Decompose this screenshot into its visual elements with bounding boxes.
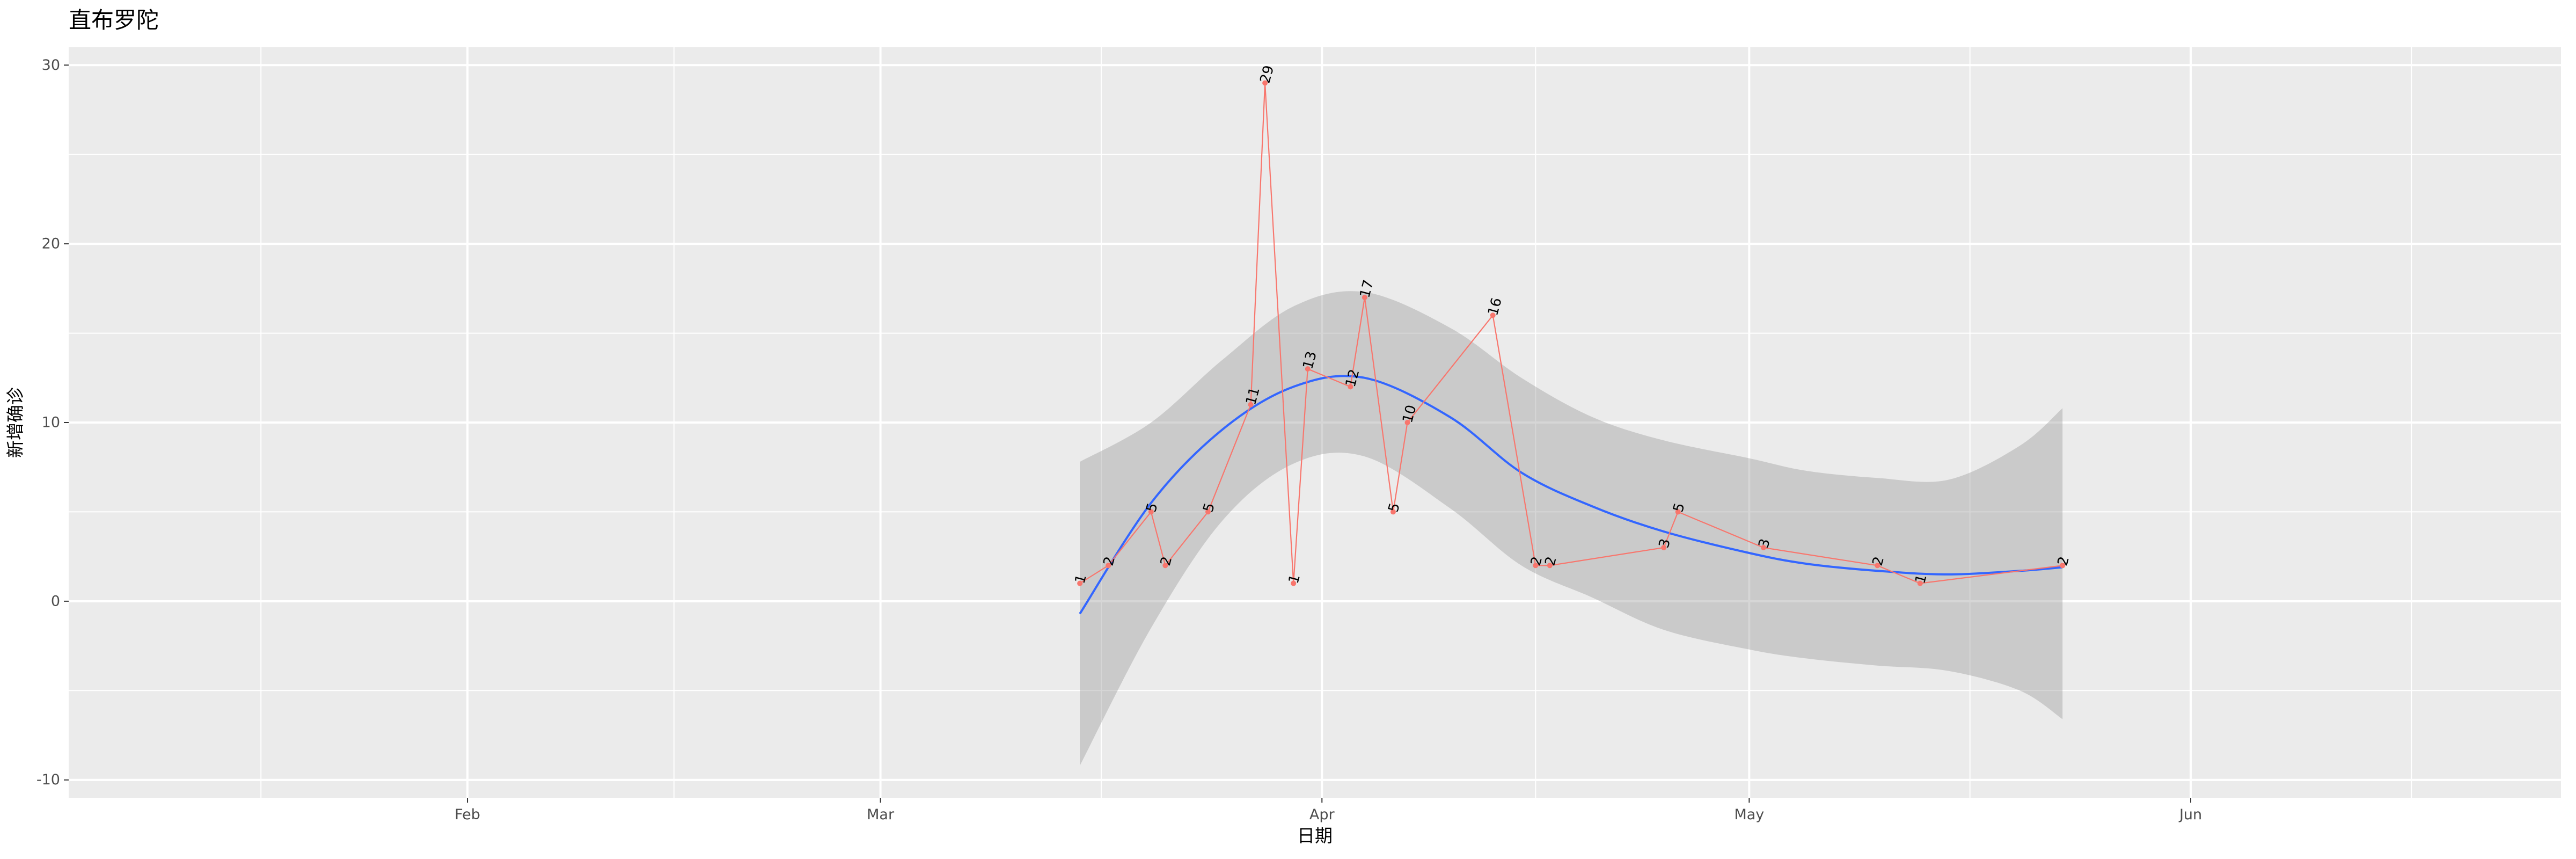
data-label: 5 [1670, 501, 1688, 514]
x-tick-label: Mar [867, 806, 895, 823]
data-label: 2 [1528, 555, 1546, 567]
data-label: 1 [1286, 573, 1304, 586]
data-point [1077, 580, 1083, 586]
y-axis: -10 0 10 20 30 [36, 57, 69, 788]
smooth-trend-line [1079, 375, 2063, 615]
x-tick-label: Apr [1309, 806, 1335, 823]
data-point [1404, 420, 1410, 425]
data-point [1348, 384, 1353, 390]
data-point [1148, 509, 1154, 515]
data-point [1675, 509, 1681, 515]
data-point [1205, 509, 1211, 515]
x-tick-label: Feb [455, 806, 480, 823]
data-label: 2 [1542, 555, 1560, 567]
data-point [1490, 312, 1496, 318]
y-tick-label: 20 [42, 236, 60, 252]
data-point [1162, 563, 1168, 569]
confidence-band [1080, 291, 2063, 766]
data-label: 2 [1870, 555, 1887, 567]
data-point [1291, 580, 1297, 586]
data-point [1362, 295, 1367, 300]
data-point [1760, 545, 1766, 550]
smooth-line [1079, 375, 2063, 615]
data-point [1917, 580, 1923, 586]
y-axis-title: 新增确诊 [5, 387, 26, 458]
x-tick-label: Jun [2178, 806, 2202, 823]
data-point [1390, 509, 1396, 515]
data-point [1547, 563, 1553, 569]
data-label: 5 [1386, 501, 1403, 514]
data-label: 5 [1143, 501, 1161, 514]
x-axis: Feb Mar Apr May Jun [455, 798, 2202, 823]
y-tick-label: 30 [42, 57, 60, 74]
data-point [1533, 563, 1539, 569]
series-polyline [1079, 83, 2063, 584]
data-label: 2 [1101, 555, 1118, 567]
data-label: 5 [1201, 501, 1218, 514]
major-gridlines [69, 47, 2561, 798]
data-label: 3 [1755, 537, 1773, 550]
data-label: 2 [2055, 555, 2073, 567]
data-point [1305, 366, 1311, 372]
data-point [1262, 80, 1268, 86]
chart-title: 直布罗陀 [69, 7, 159, 33]
data-label: 1 [1912, 573, 1930, 586]
data-label: 2 [2055, 555, 2073, 567]
y-tick-label: -10 [36, 771, 60, 788]
x-axis-title: 日期 [1297, 825, 1333, 846]
y-tick-label: 0 [51, 593, 60, 609]
data-point [1661, 545, 1667, 550]
data-point [1248, 402, 1254, 407]
x-tick-label: May [1734, 806, 1764, 823]
data-points [1077, 80, 2066, 586]
data-label: 2 [1158, 555, 1175, 567]
series-line [1079, 83, 2063, 584]
data-point [1106, 563, 1111, 569]
data-label: 3 [1656, 537, 1674, 550]
data-point [1875, 563, 1880, 569]
confidence-band-area [1080, 291, 2063, 766]
data-label: 1 [1072, 573, 1090, 586]
data-point [2060, 563, 2066, 569]
y-tick-label: 10 [42, 414, 60, 431]
